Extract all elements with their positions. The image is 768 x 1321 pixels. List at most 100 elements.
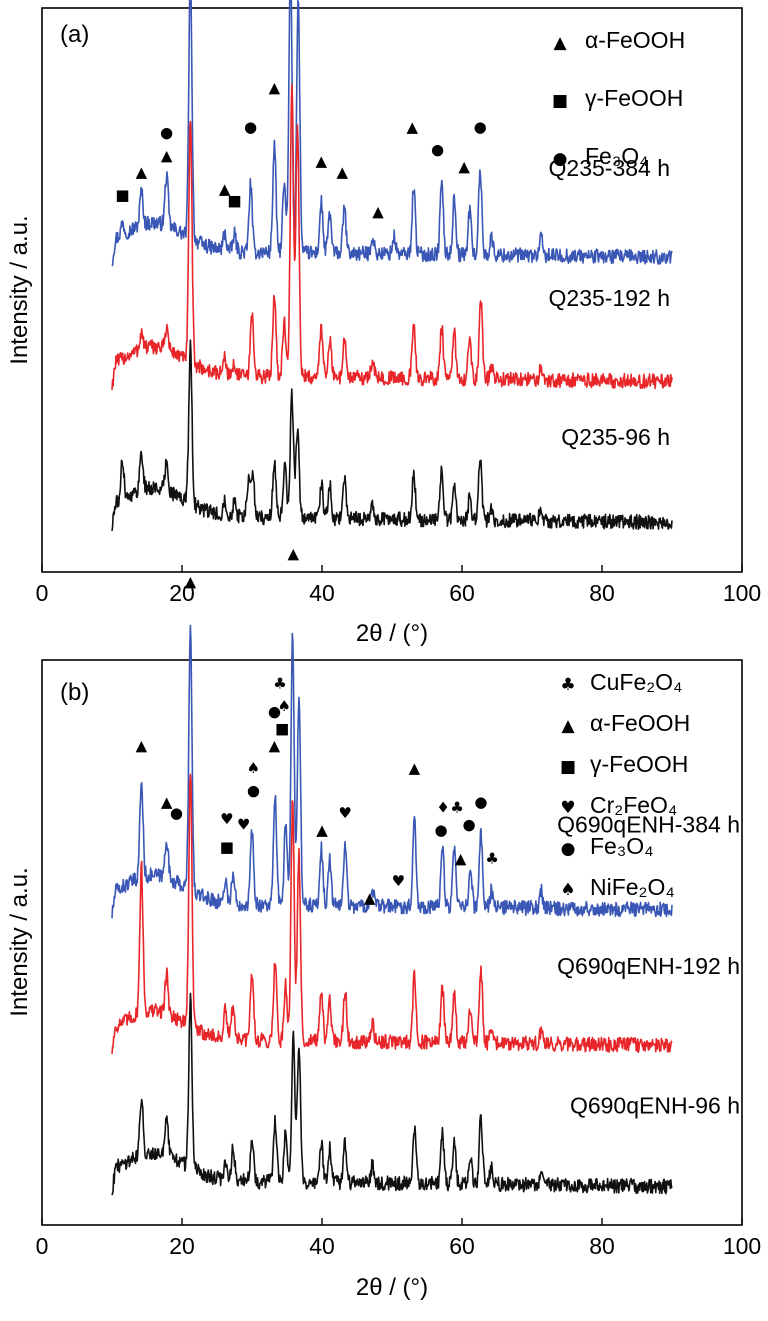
- phase-marker: ♥: [392, 872, 405, 890]
- legend-a: ▲ α-FeOOH ■ γ-FeOOH ● Fe₃O₄: [552, 27, 685, 169]
- phase-marker: ▲: [409, 759, 421, 777]
- phase-marker: ▲: [337, 163, 349, 181]
- x-tick-label: 60: [449, 1233, 475, 1259]
- phase-marker: ▲: [269, 736, 281, 754]
- phase-marker: ▲: [161, 146, 173, 164]
- phase-marker: ■: [220, 838, 234, 856]
- phase-marker: ▲: [136, 163, 148, 181]
- phase-marker: ●: [170, 804, 183, 822]
- panel-label-a: (a): [60, 21, 89, 48]
- markers-b: ▲▲●▲■♥ ♥●♠▲●■♠♣▲▲♥▲♥▲●♦ ♣▲●●♣: [136, 544, 499, 907]
- phase-marker: ▲: [372, 203, 384, 221]
- legend-marker: ■: [552, 91, 568, 111]
- phase-marker: ▲: [185, 573, 197, 591]
- phase-marker: ♥: [338, 804, 351, 822]
- x-tick-label: 20: [169, 580, 195, 606]
- series-label: Q690qENH-192 h: [557, 953, 740, 979]
- series-line: [111, 624, 673, 919]
- legend-label: γ-FeOOH: [585, 85, 683, 111]
- series-labels-b: Q690qENH-384 h Q690qENH-192 h Q690qENH-96 …: [557, 811, 740, 1118]
- series-line: [111, 84, 673, 391]
- phase-marker: ●: [268, 703, 281, 721]
- curves-b: [111, 624, 673, 1196]
- legend-b: ♣ CuFe₂O₄ ▲ α-FeOOH ■ γ-FeOOH ♥ Cr₂FeO₄ ● Fe₃O₄ ♠ N…: [560, 669, 690, 900]
- phase-marker: ■: [275, 719, 289, 737]
- x-tick-label: 20: [169, 1233, 195, 1259]
- legend-marker: ▲: [553, 33, 567, 53]
- phase-marker: ♣: [273, 674, 286, 692]
- series-label: Q690qENH-96 h: [570, 1092, 740, 1118]
- phase-marker: ▲: [269, 79, 281, 97]
- curves-a: [111, 0, 673, 532]
- phase-marker: ●: [434, 821, 447, 839]
- phase-marker: ▲: [407, 118, 419, 136]
- legend-label: γ-FeOOH: [590, 751, 688, 777]
- y-axis-label-b: Intensity / a.u.: [6, 867, 33, 1016]
- phase-marker: ▲: [458, 158, 470, 176]
- series-label: Q235-96 h: [561, 424, 670, 450]
- legend-label: NiFe₂O₄: [590, 874, 675, 900]
- phase-marker: ♠: [277, 697, 290, 715]
- legend-marker: ♠: [560, 880, 575, 900]
- legend-marker: ●: [553, 149, 568, 169]
- phase-marker: ♣: [485, 849, 498, 867]
- markers-a: ■▲▲●▲▲■●▲●▲▲▲▲▲●▲●: [115, 79, 487, 221]
- x-ticks-a: 0 20 40 60 80 100: [36, 565, 761, 606]
- phase-marker: ♦: [436, 799, 449, 817]
- phase-marker: ♣: [450, 799, 463, 817]
- phase-marker: ▲: [316, 152, 328, 170]
- panel-a: (a) Intensity / a.u. 2θ / (°) 0 20 40 60 80 1…: [6, 0, 761, 647]
- phase-marker: ●: [244, 118, 257, 136]
- phase-marker: ●: [474, 118, 487, 136]
- x-tick-label: 80: [589, 580, 615, 606]
- phase-marker: ▲: [316, 821, 328, 839]
- phase-marker: ♥: [237, 816, 250, 834]
- phase-marker: ■: [115, 186, 129, 204]
- legend-marker: ■: [560, 757, 576, 777]
- series-label: Q235-384 h: [549, 155, 670, 181]
- legend-label: CuFe₂O₄: [590, 669, 682, 695]
- x-tick-label: 0: [36, 580, 49, 606]
- x-ticks-b: 0 20 40 60 80 100: [36, 1218, 761, 1259]
- phase-marker: ♠: [247, 759, 260, 777]
- phase-marker: ▲: [364, 889, 376, 907]
- x-tick-label: 40: [309, 580, 335, 606]
- plot-frame-b: [41, 659, 743, 1226]
- phase-marker: ▲: [288, 544, 300, 562]
- legend-label: Fe₃O₄: [585, 143, 649, 169]
- phase-marker: ♥: [220, 810, 233, 828]
- plot-frame-a: [41, 7, 743, 573]
- phase-marker: ▲: [136, 736, 148, 754]
- series-line: [111, 773, 673, 1054]
- x-tick-label: 100: [723, 1233, 761, 1259]
- legend-label: Fe₃O₄: [590, 833, 654, 859]
- phase-marker: ●: [474, 793, 487, 811]
- x-tick-label: 40: [309, 1233, 335, 1259]
- x-tick-label: 0: [36, 1233, 49, 1259]
- phase-marker: ▲: [161, 793, 173, 811]
- series-label: Q235-192 h: [549, 285, 670, 311]
- panel-b: (b) Intensity / a.u. 2θ / (°) 0 20 40 60 80 1…: [6, 544, 761, 1301]
- y-axis-label-a: Intensity / a.u.: [6, 215, 33, 364]
- series-label: Q690qENH-384 h: [557, 811, 740, 837]
- series-line: [111, 0, 673, 267]
- legend-marker: ▲: [561, 716, 575, 736]
- phase-marker: ▲: [455, 849, 467, 867]
- phase-marker: ●: [431, 141, 444, 159]
- x-tick-label: 80: [589, 1233, 615, 1259]
- phase-marker: ■: [227, 191, 241, 209]
- x-tick-label: 100: [723, 580, 761, 606]
- series-labels-a: Q235-384 h Q235-192 h Q235-96 h: [549, 155, 670, 450]
- legend-label: α-FeOOH: [585, 27, 685, 53]
- phase-marker: ●: [462, 816, 475, 834]
- series-line: [111, 339, 673, 532]
- x-axis-label-a: 2θ / (°): [356, 620, 428, 647]
- phase-marker: ●: [247, 782, 260, 800]
- legend-label: Cr₂FeO₄: [590, 792, 677, 818]
- x-tick-label: 60: [449, 580, 475, 606]
- panel-label-b: (b): [60, 679, 89, 706]
- phase-marker: ▲: [219, 180, 231, 198]
- phase-marker: ●: [160, 124, 173, 142]
- x-axis-label-b: 2θ / (°): [356, 1274, 428, 1301]
- legend-label: α-FeOOH: [590, 710, 690, 736]
